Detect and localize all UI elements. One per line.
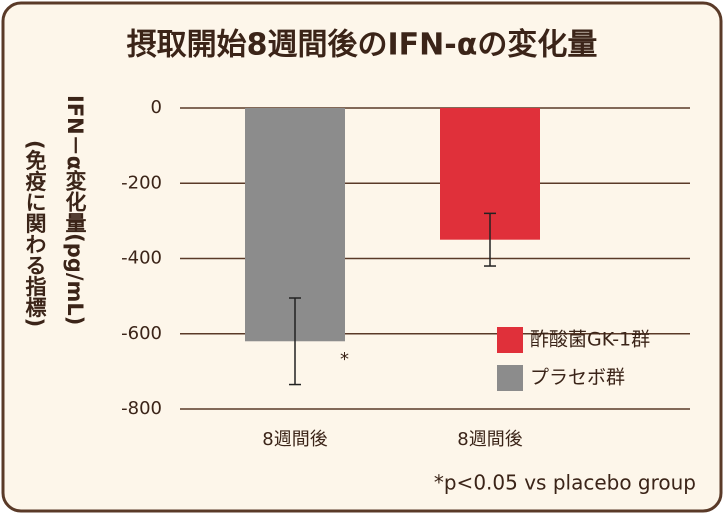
chart-title: 摂取開始8週間後のIFN-αの変化量 (127, 28, 598, 63)
y-tick-label: -800 (121, 398, 162, 419)
y-tick-label: -400 (121, 248, 162, 269)
y-axis-label: (免疫に関わる指標) (23, 140, 47, 327)
y-axis-label: IFN－α変化量(pg/mL) (63, 95, 87, 325)
legend-swatch (497, 327, 523, 353)
x-tick-label: 8週間後 (262, 429, 327, 450)
x-tick-label: 8週間後 (457, 429, 522, 450)
error-bar (289, 297, 301, 386)
y-tick-label: 0 (151, 97, 162, 118)
error-bar (484, 212, 496, 267)
legend-label: 酢酸菌GK-1群 (530, 329, 650, 351)
y-tick-label: -600 (121, 323, 162, 344)
y-tick-label: -200 (121, 172, 162, 193)
footnote: *p<0.05 vs placebo group (434, 471, 696, 495)
legend-label: プラセボ群 (530, 367, 625, 389)
annotation: * (340, 349, 349, 370)
legend-swatch (497, 365, 523, 391)
